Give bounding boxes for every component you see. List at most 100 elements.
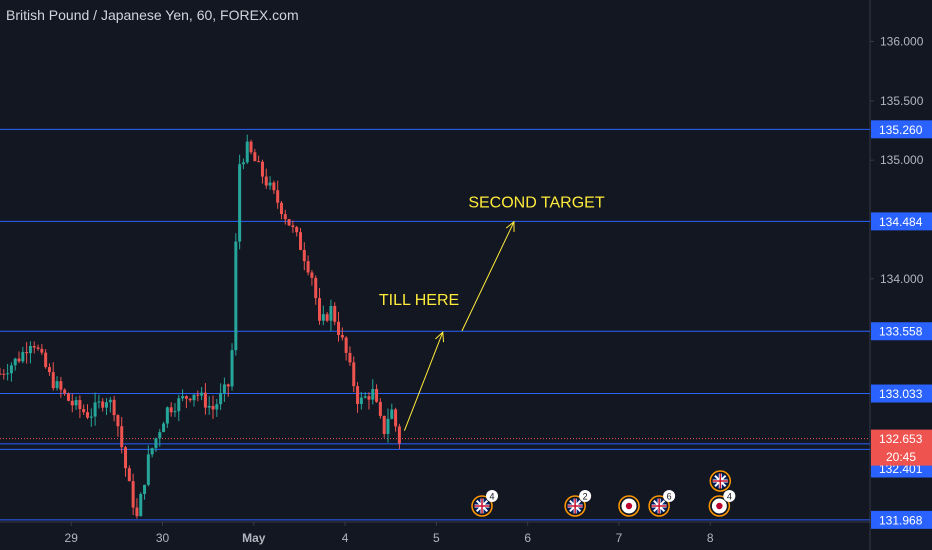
candle-body [264,176,268,186]
candle-body [268,182,272,186]
candle-body [105,402,109,408]
annotation-arrow[interactable] [403,332,444,431]
candle-body [333,305,337,322]
candle-body [234,241,238,351]
candle-body [70,400,74,406]
event-marker[interactable] [471,495,493,517]
candle-body [17,358,21,362]
candle-body [325,314,329,321]
candle-body [13,358,17,366]
candle-body [222,384,226,394]
candle-body [363,396,367,398]
candle-body [359,397,363,404]
event-count-badge [579,490,592,502]
x-tick-label: 6 [524,531,531,545]
candle-body [89,416,93,418]
candle-body [238,164,242,242]
candle-body [230,350,234,387]
candle-body [181,396,185,399]
candle-body [47,367,51,373]
candle-body [6,373,10,375]
candle-body [386,418,390,434]
candle-body [188,398,192,401]
x-tick-label: 7 [616,531,623,545]
candle-body [306,261,310,273]
candle-body [55,381,59,389]
candle-body [257,161,261,163]
y-tick-label: 135.000 [880,153,924,167]
annotation-text: SECOND TARGET [468,195,605,212]
candle-body [74,400,78,406]
candle-body [337,321,341,335]
event-marker[interactable] [564,495,586,517]
candle-body [371,389,375,400]
candle-body [302,249,306,262]
event-count: 2 [583,492,588,502]
candle-body [139,493,143,517]
candle-body [192,394,196,401]
candle-body [276,190,280,203]
candle-body [344,337,348,353]
annotation-text: TILL HERE [379,292,459,309]
candle-body [219,393,223,405]
candle-body [63,389,67,394]
candle-body [215,404,219,410]
event-marker[interactable] [708,495,731,517]
level-price-label-bg [871,212,932,231]
candle-body [211,405,215,410]
y-tick-label: 135.500 [880,94,924,108]
candle-body [135,507,139,517]
event-marker[interactable] [709,470,732,492]
candle-body [310,272,314,278]
flag-jp-dot [716,502,723,510]
candle-body [394,409,398,427]
candle-body [382,415,386,434]
candle-body [352,362,356,387]
level-price-label-bg [871,120,932,139]
candle-body [101,401,105,408]
candle-body [66,393,70,401]
candle-body [112,399,116,416]
candle-body [2,373,6,375]
y-tick-label: 134.000 [880,272,924,286]
candle-body [184,396,188,399]
candle-body [291,225,295,228]
event-marker[interactable] [618,495,640,517]
candle-body [108,399,112,403]
candle-body [82,409,86,413]
event-marker[interactable] [648,495,670,517]
candle-body [272,182,276,191]
event-count-badge [723,490,736,502]
x-tick-label: 5 [433,531,440,545]
candle-body [390,409,394,419]
current-price-label-bg [871,429,932,466]
candle-body [249,141,253,153]
event-count: 4 [490,492,495,502]
candle-body [375,389,379,402]
annotation-arrow[interactable] [461,221,515,332]
candle-body [295,227,299,233]
candle-body [0,373,2,375]
level-price-label: 131.968 [879,513,923,527]
candle-body [283,214,287,220]
level-price-label: 133.558 [879,325,923,339]
candle-body [378,401,382,416]
candle-body [25,352,29,354]
candle-body [367,396,371,400]
candle-body [169,407,173,413]
level-price-label-bg [871,322,932,341]
candle-body [260,161,264,177]
annotation-arrowhead [505,220,515,232]
candle-body [97,401,101,403]
candle-body [253,152,257,162]
candle-body [314,277,318,299]
candle-body [131,481,135,508]
candle-body [158,432,162,439]
flag-jp-dot [625,502,633,510]
candle-body [203,392,207,408]
level-price-label: 133.033 [879,387,923,401]
candle-body [120,426,124,448]
candle-body [93,402,97,417]
